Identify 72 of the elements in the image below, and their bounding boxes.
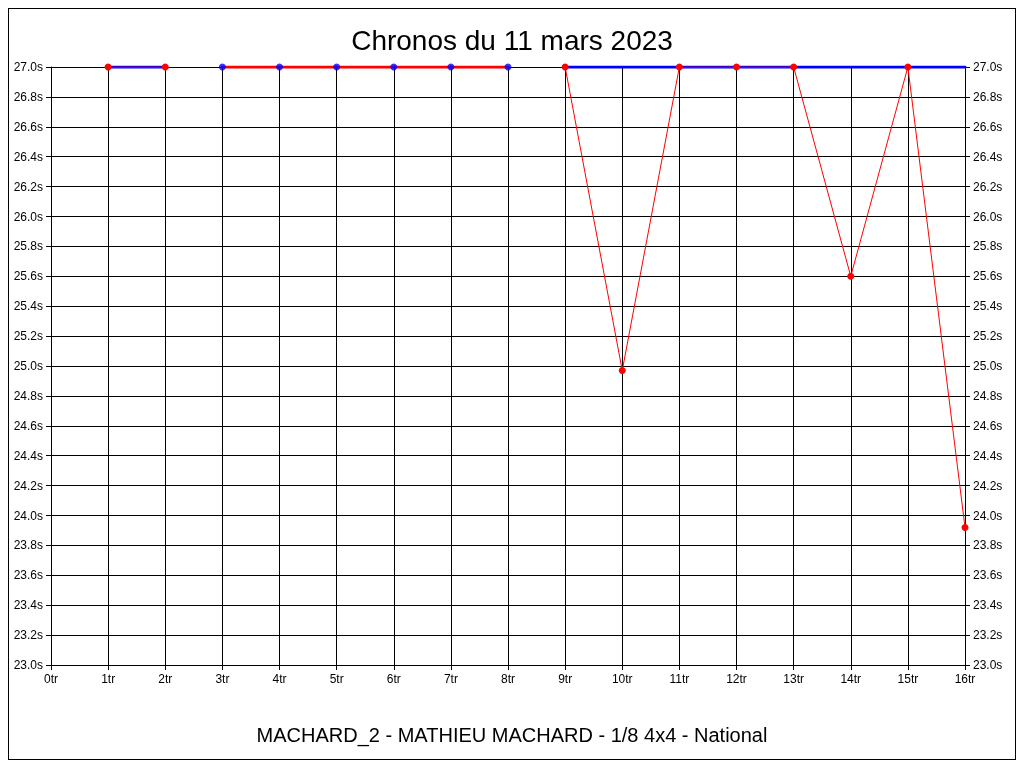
x-tick-label: 6tr	[386, 672, 401, 686]
y-tick-label: 27.0s	[13, 60, 43, 74]
x-tick-label: 13tr	[783, 672, 804, 686]
y-tick-label: 25.8s	[13, 239, 43, 254]
y-tick-label: 26.4s	[13, 149, 43, 164]
y2-tick-label: 24.2s	[973, 478, 1003, 493]
y2-tick-label: 25.6s	[973, 269, 1003, 284]
y-tick-label: 23.0s	[13, 658, 43, 672]
y-tick-label: 26.6s	[13, 119, 43, 134]
y-tick-label: 24.2s	[13, 478, 43, 493]
y2-tick-label: 26.8s	[973, 89, 1003, 104]
point	[333, 63, 341, 71]
point	[733, 63, 740, 71]
x-tick-label: 2tr	[158, 672, 173, 686]
x-tick-label: 14tr	[840, 672, 862, 686]
y2-tick-label: 26.2s	[973, 179, 1003, 194]
x-tick-label: 16tr	[954, 672, 976, 686]
y2-tick-label: 25.4s	[973, 299, 1003, 314]
y-tick-label: 23.6s	[13, 568, 43, 583]
y2-tick-label: 26.0s	[973, 209, 1003, 224]
y2-tick-label: 24.4s	[973, 448, 1003, 463]
point	[390, 63, 398, 71]
y2-tick-label: 23.8s	[973, 538, 1003, 553]
x-tick-label: 1tr	[101, 672, 116, 686]
text: MACHARD_2 - MATHIEU MACHARD - 1/8 4x4 - National	[256, 724, 768, 747]
point	[790, 63, 798, 71]
y-tick-label: 25.2s	[13, 329, 43, 344]
x-tick-label: 3tr	[215, 672, 230, 686]
y-tick-label: 24.4s	[13, 448, 43, 463]
y-tick-label: 25.0s	[13, 359, 43, 373]
y2-tick-label: 26.6s	[973, 119, 1003, 134]
x-tick-label: 15tr	[897, 672, 919, 686]
x-tick-label: 5tr	[329, 672, 344, 686]
point	[675, 63, 683, 71]
y-tick-label: 23.2s	[13, 628, 43, 643]
y2-tick-label: 23.4s	[973, 598, 1003, 613]
y-tick-label: 24.0s	[13, 508, 43, 523]
y-tick-label: 23.8s	[13, 538, 43, 553]
x-tick-label: 8tr	[500, 672, 516, 686]
x-tick-label: 11tr	[669, 672, 690, 686]
y2-tick-label: 24.0s	[973, 508, 1003, 523]
x-tick-label: 0tr	[43, 672, 59, 686]
x-tick-label: 9tr	[558, 672, 573, 686]
y2-tick-label: 24.8s	[973, 388, 1003, 403]
y2-tick-label: 24.6s	[973, 418, 1003, 433]
y-tick-label: 24.8s	[13, 388, 43, 403]
x-tick-label: 7tr	[443, 672, 458, 686]
y-tick-label: 24.6s	[13, 418, 43, 433]
y2-tick-label: 27.0s	[973, 60, 1003, 74]
chart-title: Chronos du 11 mars 2023	[351, 24, 673, 56]
y-tick-label: 26.2s	[13, 179, 43, 194]
y-tick-label: 25.4s	[13, 299, 43, 314]
y2-tick-label: 23.6s	[973, 568, 1003, 583]
y2-tick-label: 23.2s	[973, 628, 1003, 643]
y-tick-label: 25.6s	[13, 269, 43, 284]
y2-tick-label: 23.0s	[973, 658, 1003, 672]
x-tick-label: 10tr	[611, 672, 633, 686]
y2-tick-label: 25.8s	[973, 239, 1003, 254]
point	[161, 63, 169, 71]
point	[961, 523, 969, 531]
y-tick-label: 23.4s	[13, 598, 43, 613]
y2-tick-label: 25.0s	[973, 359, 1003, 373]
point	[218, 63, 226, 71]
x-tick-label: 4tr	[272, 672, 287, 686]
y-tick-label: 26.0s	[13, 209, 43, 224]
point	[618, 366, 626, 374]
point	[847, 272, 855, 280]
y-tick-label: 26.8s	[13, 89, 43, 104]
y2-tick-label: 26.4s	[973, 149, 1003, 164]
y2-tick-label: 25.2s	[973, 329, 1003, 344]
x-tick-label: 12tr	[726, 672, 747, 686]
point	[276, 63, 283, 71]
